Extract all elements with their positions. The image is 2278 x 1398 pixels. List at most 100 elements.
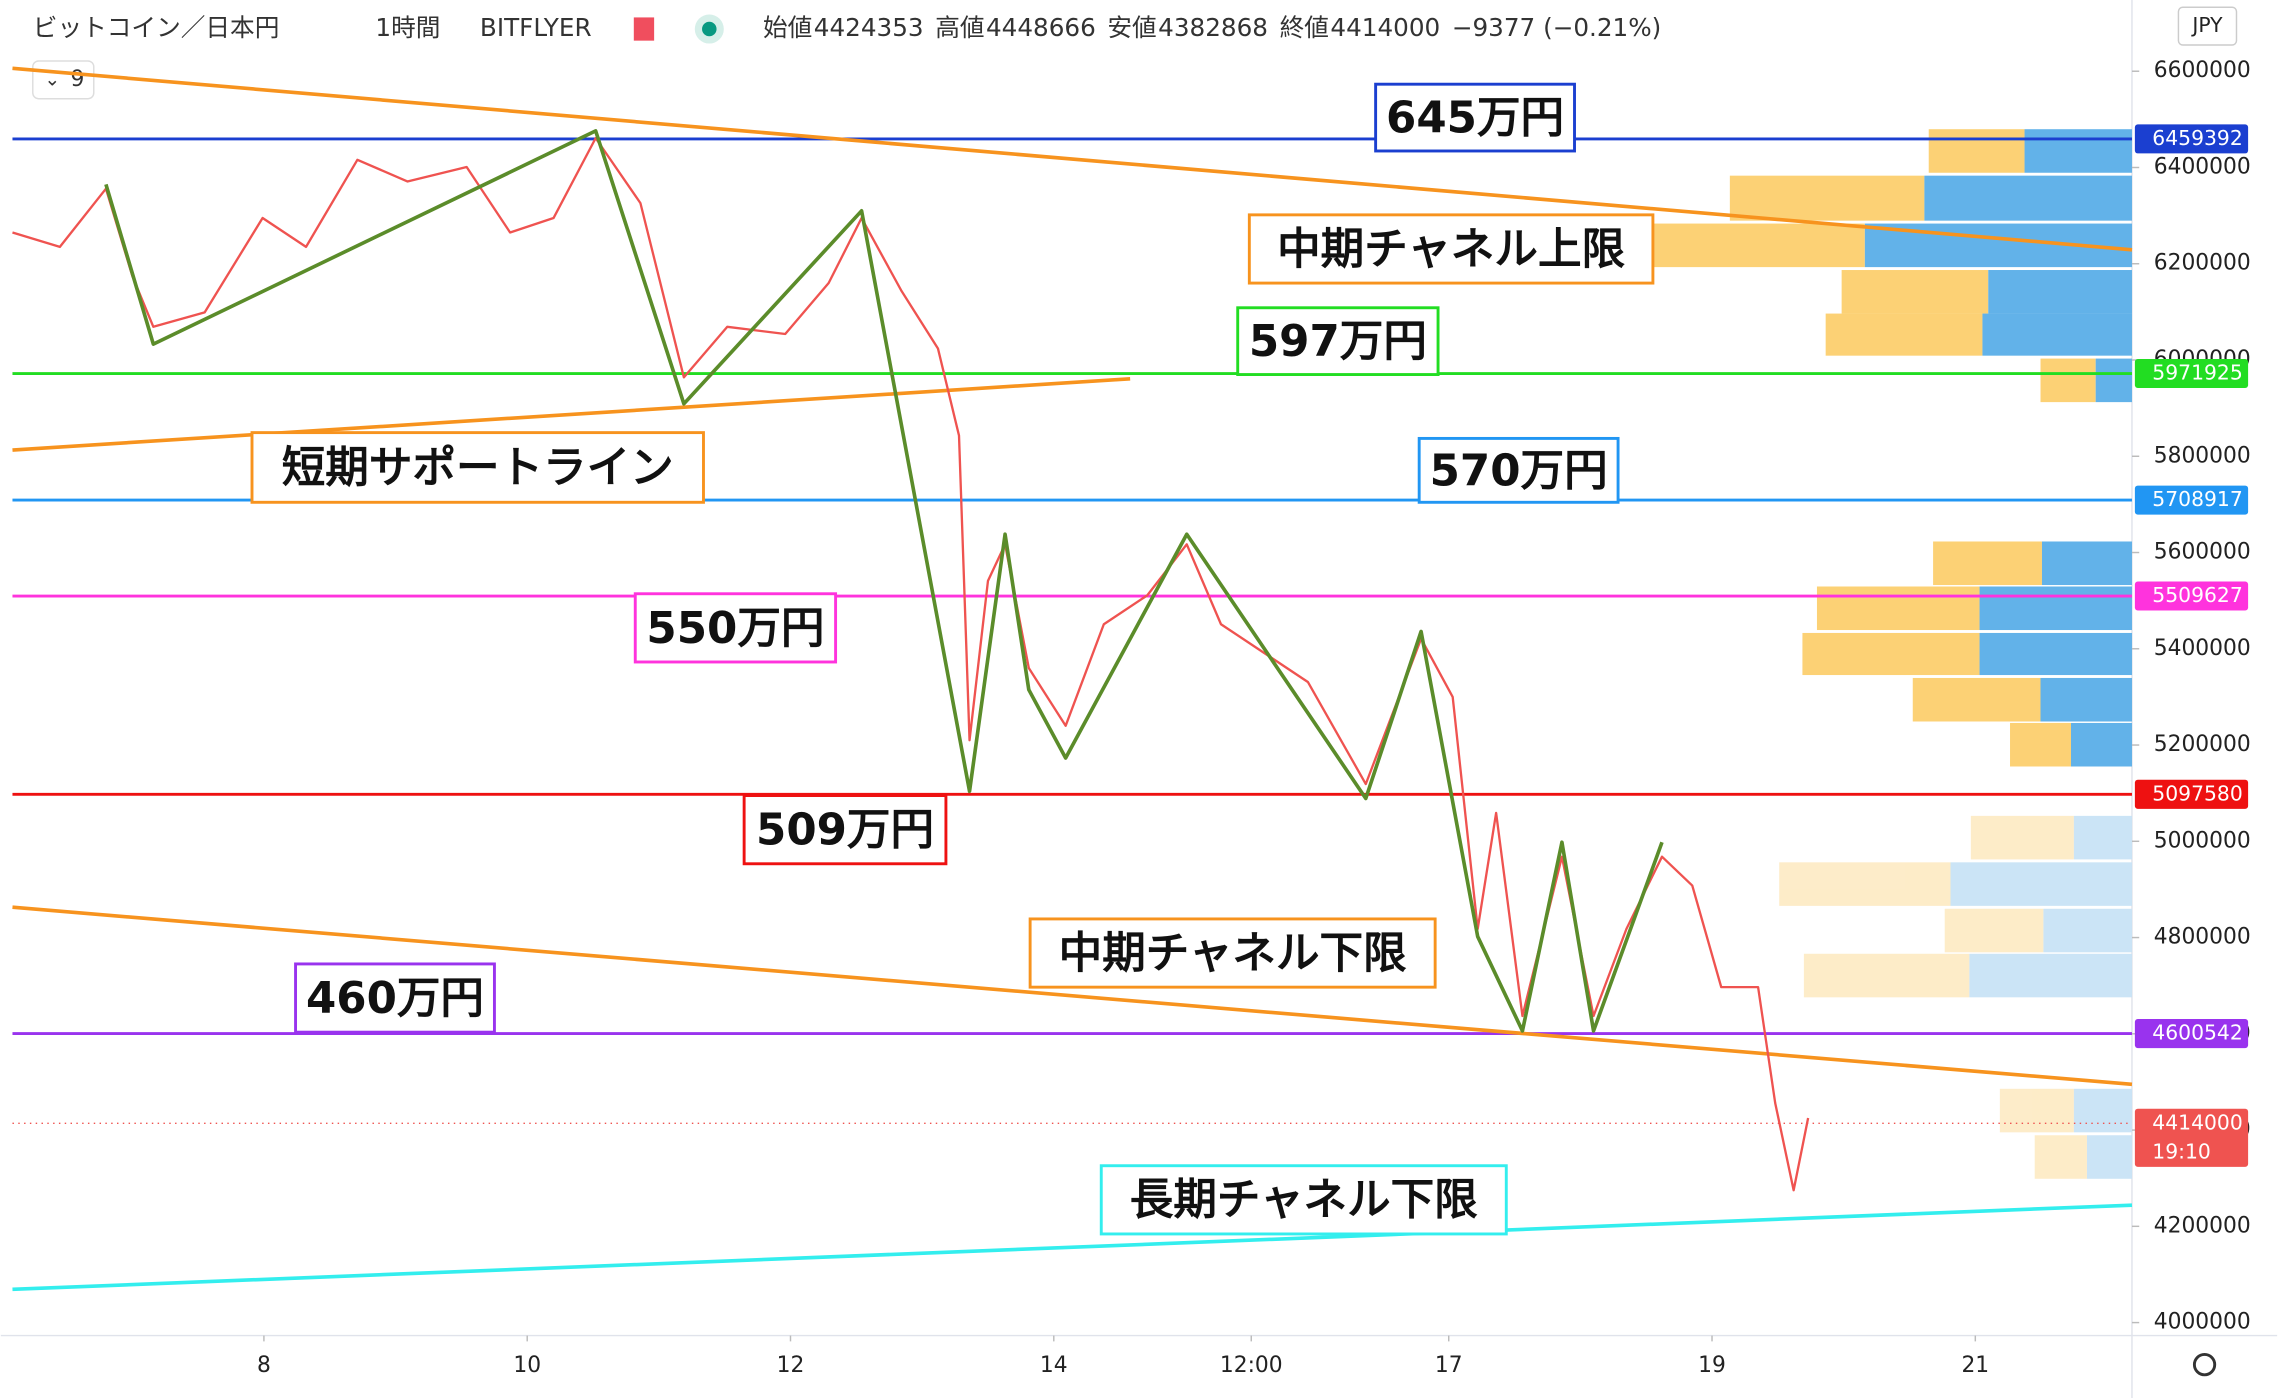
indicator-toggle[interactable] <box>32 60 95 100</box>
level-label: 5708917 <box>2152 487 2242 511</box>
y-tick-label: 5400000 <box>2154 636 2251 661</box>
currency-box[interactable] <box>2177 6 2238 46</box>
y-tick-label: 5800000 <box>2154 443 2251 468</box>
profile-bar <box>1999 1088 2074 1133</box>
last-price-tag <box>2134 1108 2249 1167</box>
ohlc-label: 高値 <box>935 13 984 42</box>
profile-bar <box>1638 223 1865 268</box>
profile-bar <box>1803 953 1970 998</box>
y-tick-label: 4200000 <box>2154 1213 2251 1238</box>
y-tick-label: 6600000 <box>2154 58 2251 83</box>
level-tag <box>2134 124 2249 154</box>
symbol: ビットコイン／日本円 <box>33 13 280 42</box>
interval: 1時間 <box>375 13 440 42</box>
x-tick-label: 10 <box>513 1353 541 1378</box>
plot <box>12 66 2133 1292</box>
ohlc-label: 始値 <box>763 13 812 42</box>
x-tick-label: 19 <box>1698 1353 1726 1378</box>
change: −9377 (−0.21%) <box>1452 13 1661 42</box>
ohlc-value: 4414000 <box>1330 13 1440 42</box>
annotation-text: 597万円 <box>1249 317 1427 367</box>
y-tick-label: 5600000 <box>2154 540 2251 565</box>
trend-line <box>12 1203 2133 1292</box>
x-tick-label: 21 <box>1961 1353 1989 1378</box>
level-label: 5097580 <box>2152 781 2242 805</box>
ohlc: 始値 4424353 高値 4448666 安値 4382868 終値 4414000 −937… <box>763 13 1661 42</box>
profile-bar <box>1970 815 2074 860</box>
y-tick-label: 4800000 <box>2154 925 2251 950</box>
annotation-text: 645万円 <box>1386 93 1564 143</box>
trend-line <box>12 376 1131 452</box>
profile-bar <box>2024 129 2132 173</box>
profile-bar <box>2041 541 2132 586</box>
profile-bar <box>2073 815 2132 860</box>
profile-bar <box>1912 677 2041 722</box>
profile-bar <box>1928 129 2025 173</box>
annotation-box <box>1417 436 1620 504</box>
profile-bar <box>1982 313 2132 356</box>
profile-bar <box>2095 358 2132 403</box>
annotation-text: 長期チャネル下限 <box>1130 1176 1478 1226</box>
ohlc-value: 4448666 <box>986 13 1096 42</box>
profile-bar <box>2086 1135 2132 1179</box>
countdown: 19:10 <box>2152 1139 2211 1163</box>
y-tick-label: 5200000 <box>2154 732 2251 757</box>
profile-bar <box>2071 722 2132 767</box>
profile-bar <box>1779 862 1951 906</box>
trend-line <box>12 905 2133 1087</box>
level-tag <box>2134 581 2249 611</box>
annotation-box <box>1028 917 1437 989</box>
profile-bar <box>1988 270 2132 314</box>
y-tick-label: 6200000 <box>2154 251 2251 276</box>
level-label: 5971925 <box>2152 361 2242 385</box>
profile-bar <box>1729 175 1925 221</box>
annotation-text: 570万円 <box>1430 446 1608 496</box>
profile-bar <box>1933 541 2042 586</box>
level-tag <box>2134 779 2249 809</box>
level-tag <box>2134 358 2249 389</box>
profile-bar <box>1969 953 2132 998</box>
profile-bar <box>1841 270 1989 314</box>
ohlc-label: 安値 <box>1107 13 1156 42</box>
indicator-count: 9 <box>71 67 85 92</box>
annotation-box <box>250 431 705 504</box>
profile-bar <box>2040 358 2096 403</box>
profile-bar <box>2073 1088 2132 1133</box>
y-tick-label: 5000000 <box>2154 828 2251 853</box>
profile-bar <box>2010 722 2071 767</box>
volume-profile <box>1638 129 2132 1179</box>
profile-bar <box>1950 862 2132 906</box>
annotation-box <box>1247 213 1655 285</box>
series-line <box>104 129 1664 1033</box>
profile-bar <box>2043 908 2132 953</box>
profile-bar <box>2040 677 2132 722</box>
level-tag <box>2134 1019 2249 1049</box>
annotation-box <box>633 592 838 664</box>
annotation-text: 509万円 <box>756 806 934 856</box>
profile-bar <box>1816 586 1980 631</box>
level-label: 4600542 <box>2152 1021 2242 1045</box>
annotation-text: 550万円 <box>646 604 824 654</box>
profile-bar <box>1944 908 2044 953</box>
annotation-box <box>742 794 948 866</box>
settings-icon[interactable] <box>2192 1352 2217 1377</box>
exchange: BITFLYER <box>480 13 592 42</box>
annotation-text: 中期チャネル下限 <box>1059 929 1407 979</box>
last-price-label: 4414000 <box>2152 1110 2242 1134</box>
level-tag <box>2134 485 2249 515</box>
profile-bar <box>1825 313 1983 356</box>
ohlc-label: 終値 <box>1280 13 1329 42</box>
annotation-box <box>294 962 496 1034</box>
profile-bar <box>1924 175 2132 221</box>
level-label: 6459392 <box>2152 126 2242 150</box>
flag-icon <box>633 17 655 41</box>
annotation-text: 460万円 <box>306 974 484 1024</box>
x-tick-label: 8 <box>257 1353 271 1378</box>
profile-bar <box>1979 586 2132 631</box>
level-label: 5509627 <box>2152 583 2242 607</box>
y-tick-label: 4000000 <box>2154 1310 2251 1335</box>
gear[interactable] <box>2192 1352 2217 1377</box>
currency: JPY <box>2190 13 2223 37</box>
